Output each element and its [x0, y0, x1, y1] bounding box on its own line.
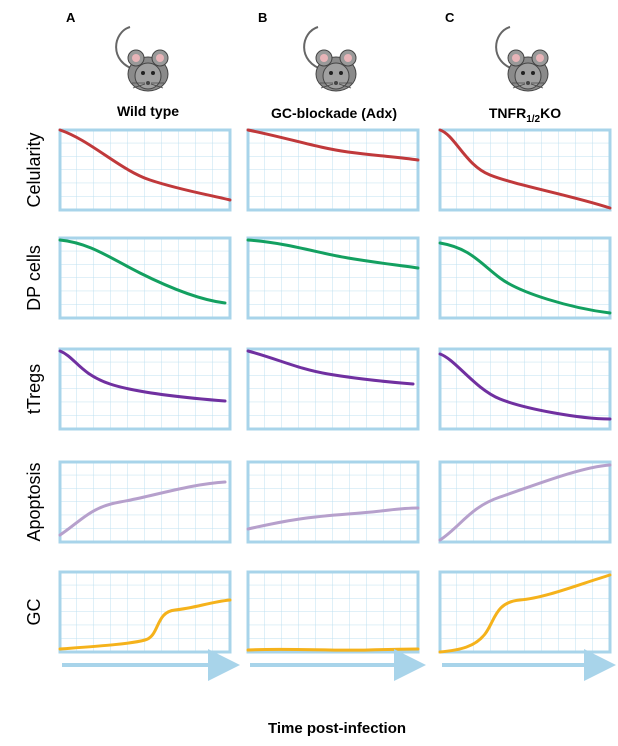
panel [246, 236, 420, 320]
panel-frame [58, 236, 232, 320]
panel [58, 236, 232, 320]
column-letter: B [258, 10, 267, 25]
trend-curve [438, 241, 612, 315]
panel [438, 460, 612, 544]
panel [438, 236, 612, 320]
column-title: GC-blockade (Adx) [271, 105, 397, 121]
panel [246, 128, 420, 212]
row-label: Apoptosis [24, 462, 44, 541]
trend-curve [438, 128, 612, 210]
trend-curve [438, 573, 612, 654]
panel-frame [246, 570, 420, 654]
title-suffix: KO [540, 105, 561, 121]
panel [246, 570, 420, 654]
trend-curve [58, 598, 232, 651]
column-letter: C [445, 10, 455, 25]
trend-curve [58, 238, 227, 305]
row-label: DP cells [24, 245, 44, 311]
trend-curve [246, 128, 420, 162]
panel-frame [58, 460, 232, 544]
row-label: GC [24, 598, 44, 625]
trend-curve [58, 128, 232, 202]
panel [438, 128, 612, 212]
trend-curve [246, 506, 420, 531]
panel-frame [246, 347, 420, 431]
panel-frame [438, 460, 612, 544]
trend-curve [246, 349, 415, 386]
panel-frame [246, 236, 420, 320]
panel [438, 570, 612, 654]
trend-curve [438, 352, 612, 421]
panel [58, 347, 232, 431]
trend-curve [246, 238, 420, 270]
mouse-icon [303, 26, 357, 92]
panel [246, 460, 420, 544]
panel-frame [58, 347, 232, 431]
panel-frame [246, 460, 420, 544]
trend-curve [438, 463, 612, 542]
row-label: Celularity [24, 132, 44, 207]
panel-frame [438, 128, 612, 212]
column-title: TNFR1/2KO [489, 105, 561, 125]
title-sub: 1/2 [526, 114, 540, 125]
x-axis-label: Time post-infection [268, 720, 406, 737]
panel [58, 128, 232, 212]
panels [58, 128, 612, 654]
panel [58, 460, 232, 544]
row-label: tTregs [24, 364, 44, 414]
mouse-icon [495, 26, 549, 92]
panel [246, 347, 420, 431]
title-main: TNFR [489, 105, 526, 121]
column-title: Wild type [117, 103, 179, 119]
mouse-icon [115, 26, 169, 92]
trend-curve [246, 647, 420, 652]
column-letter: A [66, 10, 76, 25]
panel-frame [438, 236, 612, 320]
panel [58, 570, 232, 654]
panel [438, 347, 612, 431]
panel-frame [246, 128, 420, 212]
trend-curve [58, 349, 227, 403]
trend-curve [58, 480, 227, 537]
